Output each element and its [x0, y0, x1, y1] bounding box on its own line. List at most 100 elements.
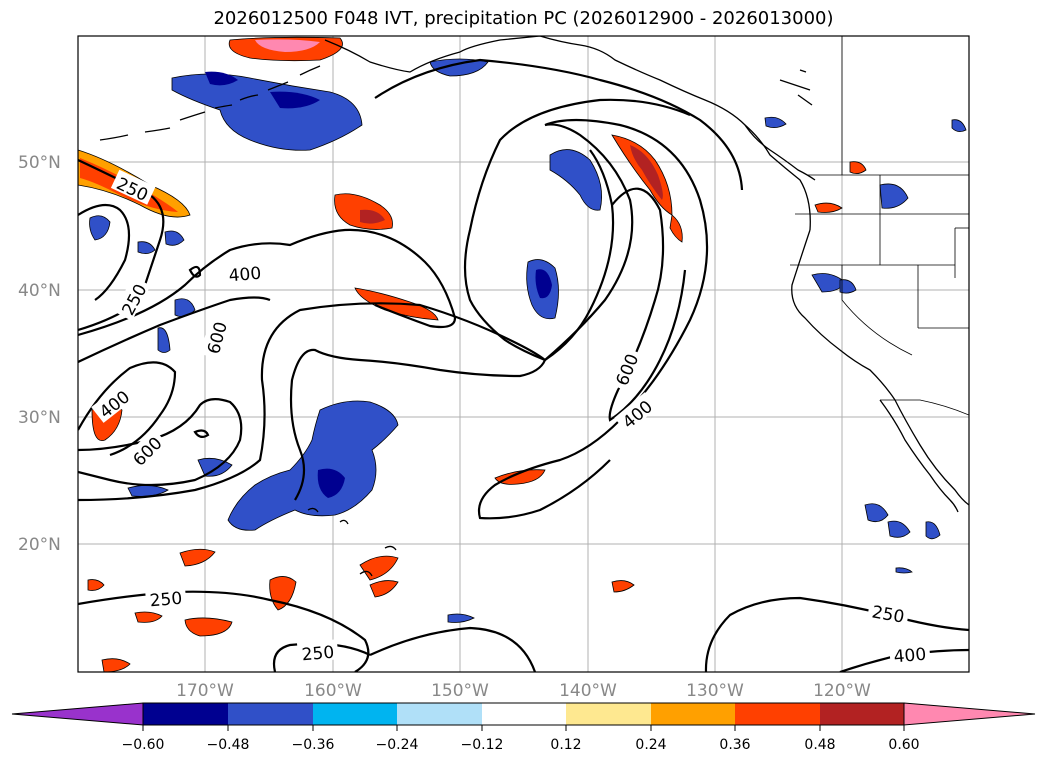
- border-us-mexico: [880, 399, 969, 416]
- lat-label: 50°N: [18, 153, 61, 173]
- pc-patch-negative: [895, 567, 913, 574]
- colorbar-segment: [735, 703, 820, 725]
- colorbar-segment: [313, 703, 397, 725]
- pc-patch-negative: [157, 327, 171, 353]
- ivt-contour-south-large: [369, 626, 537, 672]
- pc-patch-negative: [951, 119, 967, 132]
- pc-patch-negative: [227, 400, 399, 531]
- pc-patch-negative: [447, 613, 475, 623]
- borders: [790, 36, 969, 416]
- contour-label: 400: [228, 264, 262, 287]
- coastline-hawaii: [307, 507, 397, 577]
- ivt-contour-inner-arc: [544, 149, 615, 361]
- coastline-baja: [879, 399, 959, 513]
- coastline-us-west: [791, 229, 969, 506]
- colorbar-tick-label: −0.48: [207, 737, 250, 753]
- colorbar-segment: [482, 703, 566, 725]
- pc-patch-negative: [89, 215, 111, 241]
- ivt-contour-outer: [78, 302, 547, 502]
- colorbar-segment: [820, 703, 904, 725]
- colorbar-over-arrow: [903, 702, 1036, 726]
- longitude-labels: 170°W 160°W 150°W 140°W 130°W 120°W: [176, 681, 871, 701]
- ivt-contour-400-b: [78, 296, 271, 363]
- colorbar-tick-label: −0.36: [292, 737, 335, 753]
- colorbar-segment: [397, 703, 482, 725]
- colorbar-segment: [651, 703, 735, 725]
- pc-patch-positive: [179, 548, 216, 567]
- ivt-contour-400: [78, 228, 457, 337]
- lat-label: 30°N: [18, 408, 61, 428]
- coastline-misc: [779, 69, 813, 106]
- pc-patch-positive: [87, 579, 105, 591]
- colorbar-tick-label: −0.24: [376, 737, 419, 753]
- colorbar-tick-label: 0.60: [888, 737, 919, 753]
- lon-label: 140°W: [559, 681, 617, 701]
- lat-label: 20°N: [18, 535, 61, 555]
- map-frame: [77, 35, 970, 673]
- ivt-contour-small-2: [193, 429, 210, 439]
- pc-patch-positive: [814, 202, 843, 213]
- pc-patch-positive: [184, 617, 233, 637]
- map-title: 2026012500 F048 IVT, precipitation PC (2…: [213, 8, 834, 29]
- colorbar-tick-label: 0.24: [635, 737, 666, 753]
- pc-patch-positive: [369, 580, 399, 598]
- pc-patch-positive: [255, 39, 320, 52]
- ivt-contour-south-250-b: [272, 642, 371, 672]
- colorbar-ticks: [142, 725, 905, 731]
- negative-pc-patches: [89, 58, 967, 623]
- lon-label: 160°W: [304, 681, 362, 701]
- contour-label: 250: [149, 589, 183, 612]
- ivt-contour-250-inner: [78, 203, 131, 301]
- pc-patch-negative: [137, 241, 156, 254]
- colorbar-frame: [142, 702, 905, 726]
- pc-patch-positive: [134, 611, 163, 623]
- pc-patch-negative: [864, 503, 889, 523]
- lon-label: 150°W: [431, 681, 489, 701]
- latitude-labels: 50°N 40°N 30°N 20°N: [18, 153, 61, 555]
- pc-patch-positive: [359, 555, 399, 581]
- lon-label: 130°W: [686, 681, 744, 701]
- pc-patch-negative: [317, 468, 345, 498]
- pc-patch-negative: [174, 298, 196, 318]
- pc-patch-negative: [535, 269, 552, 299]
- pc-patch-negative: [764, 116, 787, 128]
- pc-patch-positive: [611, 580, 635, 593]
- colorbar-under-arrow: [11, 702, 144, 726]
- ivt-contour-reverse: [463, 98, 691, 362]
- ivt-contour-small-1: [188, 265, 202, 278]
- pc-patch-positive: [630, 145, 663, 200]
- colorbar-tick-label: 0.36: [719, 737, 750, 753]
- pc-patch-negative: [925, 521, 941, 540]
- pc-patch-positive: [360, 209, 385, 224]
- ivt-contour-main-arc: [477, 118, 709, 520]
- contour-label: 400: [893, 645, 927, 668]
- pc-patch-negative: [887, 520, 911, 538]
- pc-patch-negative: [270, 91, 320, 109]
- pc-patch-negative: [171, 73, 363, 151]
- map-area: [78, 36, 969, 672]
- colorbar-segment: [228, 703, 313, 725]
- pc-patch-negative: [549, 149, 603, 211]
- colorbar-segment: [566, 703, 651, 725]
- ivt-contour-600-arc: [608, 187, 687, 422]
- lon-label: 170°W: [176, 681, 234, 701]
- lat-label: 40°N: [18, 281, 61, 301]
- contour-label-group: 250 250 400 600 400 600 600 400: [91, 169, 931, 668]
- colorbar-segment: [143, 703, 228, 725]
- ivt-contour-northern: [374, 58, 744, 191]
- pc-patch-negative: [164, 230, 185, 246]
- pc-patch-positive: [494, 469, 546, 485]
- coastline-aleutians: [99, 65, 321, 141]
- coastline-alaska: [324, 36, 816, 181]
- colorbar-tick-label: −0.60: [122, 737, 165, 753]
- pc-patch-positive: [849, 161, 867, 174]
- pc-patch-negative: [205, 71, 238, 86]
- colorbar-tick-label: 0.12: [550, 737, 581, 753]
- coastlines: [99, 36, 969, 577]
- colorbar-tick-label: 0.48: [804, 737, 835, 753]
- pc-patch-negative: [879, 183, 909, 209]
- pc-patch-positive: [669, 214, 683, 243]
- lon-label: 120°W: [813, 681, 871, 701]
- ivt-contour-se-250: [704, 596, 969, 672]
